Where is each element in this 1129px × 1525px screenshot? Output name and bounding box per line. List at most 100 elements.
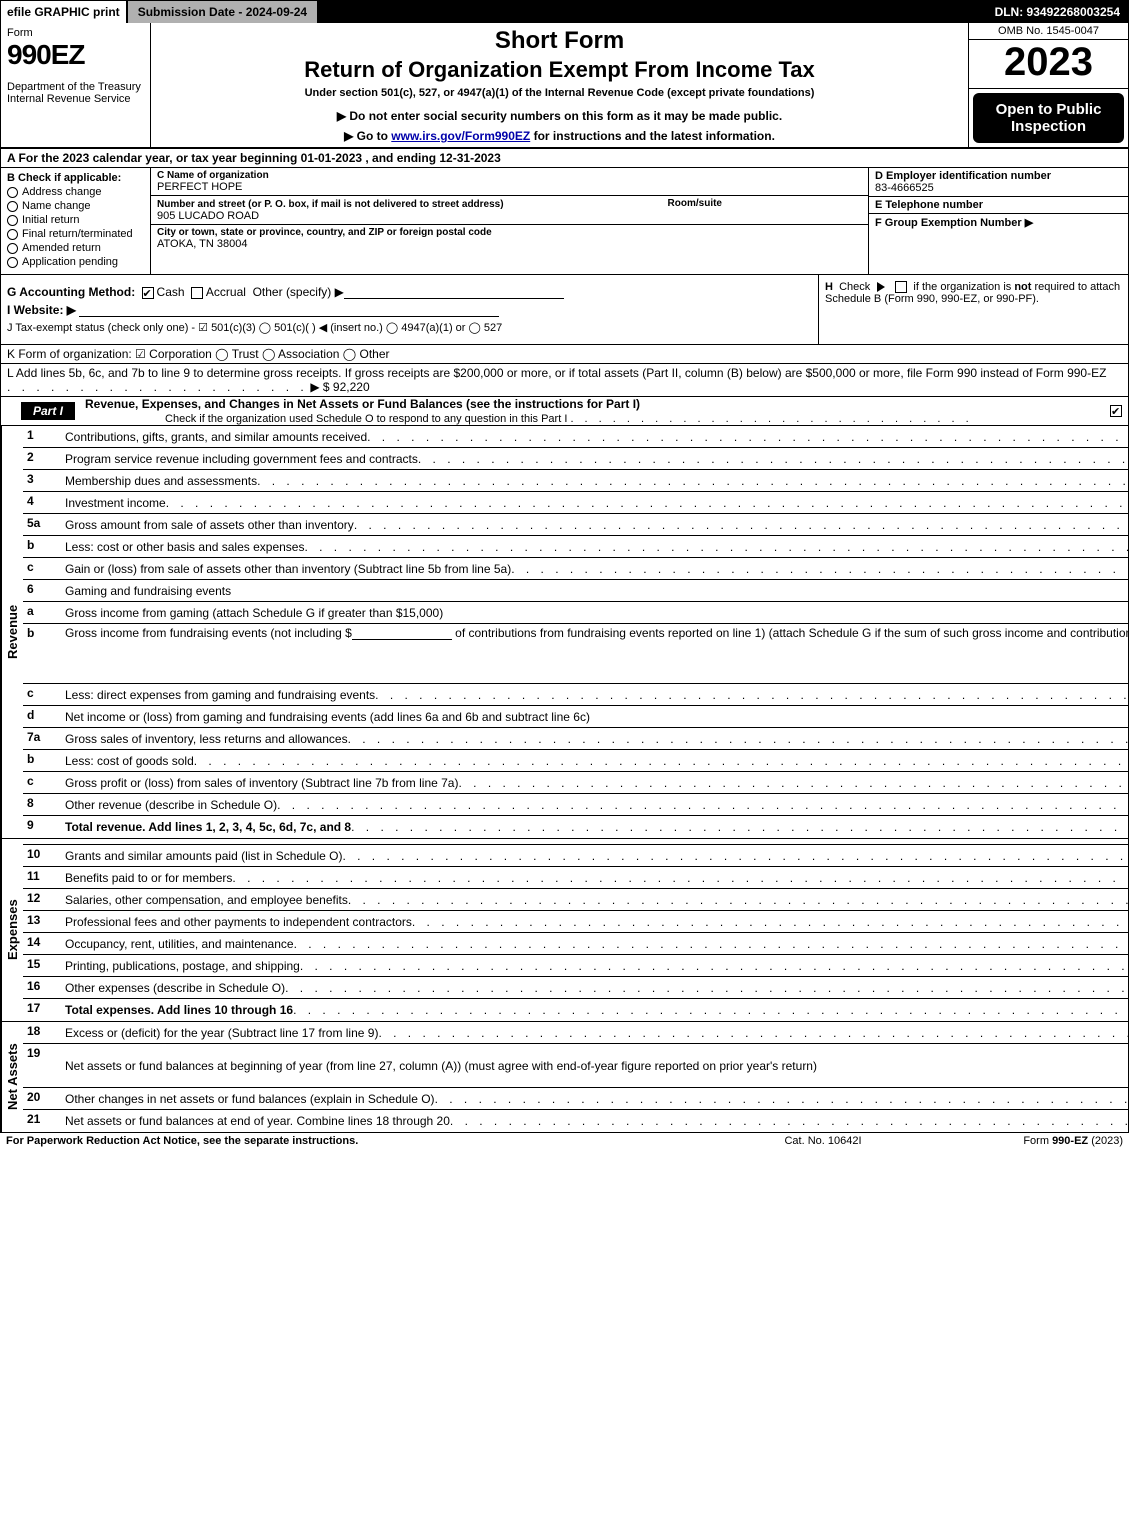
submission-date: Submission Date - 2024-09-24: [128, 1, 319, 23]
triangle-icon: [877, 282, 885, 292]
line-6c-desc: Less: direct expenses from gaming and fu…: [65, 688, 375, 702]
line-5b-desc: Less: cost or other basis and sales expe…: [65, 540, 304, 554]
line-l-gross-receipts: L Add lines 5b, 6c, and 7b to line 9 to …: [1, 364, 1128, 397]
accounting-other-input[interactable]: [344, 287, 564, 299]
org-name: PERFECT HOPE: [157, 181, 862, 193]
instructions-link-line: ▶ Go to www.irs.gov/Form990EZ for instru…: [159, 129, 960, 143]
open-to-public-badge: Open to Public Inspection: [973, 93, 1124, 143]
column-b-checkboxes: B Check if applicable: Address change Na…: [1, 168, 151, 274]
revenue-side-label: Revenue: [1, 426, 23, 838]
header-left: Form 990EZ Department of the Treasury In…: [1, 23, 151, 147]
part-1-tab: Part I: [21, 402, 75, 420]
chk-schedule-b[interactable]: [895, 281, 907, 293]
irs-link[interactable]: www.irs.gov/Form990EZ: [391, 129, 530, 143]
line-14-desc: Occupancy, rent, utilities, and maintena…: [65, 937, 294, 951]
line-5a-desc: Gross amount from sale of assets other t…: [65, 518, 354, 532]
line-16-desc: Other expenses (describe in Schedule O): [65, 981, 285, 995]
chk-initial-return[interactable]: Initial return: [7, 214, 144, 226]
header-right: OMB No. 1545-0047 2023 Open to Public In…: [968, 23, 1128, 147]
ein-label: D Employer identification number: [875, 170, 1051, 182]
line-6d-desc: Net income or (loss) from gaming and fun…: [65, 710, 590, 724]
line-j-tax-exempt: J Tax-exempt status (check only one) - ☑…: [7, 321, 812, 334]
chk-cash[interactable]: [142, 287, 154, 299]
ssn-warning: ▶ Do not enter social security numbers o…: [159, 109, 960, 123]
line-12-desc: Salaries, other compensation, and employ…: [65, 893, 348, 907]
footer-left: For Paperwork Reduction Act Notice, see …: [6, 1135, 723, 1147]
line-1-desc: Contributions, gifts, grants, and simila…: [65, 430, 367, 444]
note2-post: for instructions and the latest informat…: [530, 129, 775, 143]
form-subtitle: Under section 501(c), 527, or 4947(a)(1)…: [159, 87, 960, 99]
column-c-org-info: C Name of organization PERFECT HOPE Numb…: [151, 168, 868, 274]
website-input[interactable]: [79, 305, 499, 317]
info-block: B Check if applicable: Address change Na…: [1, 168, 1128, 275]
chk-name-change[interactable]: Name change: [7, 200, 144, 212]
line-13-desc: Professional fees and other payments to …: [65, 915, 412, 929]
line-19-desc: Net assets or fund balances at beginning…: [65, 1059, 817, 1073]
chk-accrual[interactable]: [191, 287, 203, 299]
org-name-label: C Name of organization: [157, 170, 862, 181]
tax-year: 2023: [969, 40, 1128, 89]
line-5c-desc: Gain or (loss) from sale of assets other…: [65, 562, 511, 576]
form-word: Form: [7, 27, 144, 39]
expenses-side-label: Expenses: [1, 839, 23, 1021]
line-3-desc: Membership dues and assessments: [65, 474, 257, 488]
line-4-desc: Investment income: [65, 496, 166, 510]
department-label: Department of the Treasury Internal Reve…: [7, 81, 144, 105]
page-footer: For Paperwork Reduction Act Notice, see …: [0, 1133, 1129, 1149]
chk-amended-return[interactable]: Amended return: [7, 242, 144, 254]
column-def: D Employer identification number 83-4666…: [868, 168, 1128, 274]
short-form-title: Short Form: [159, 27, 960, 55]
chk-schedule-o-part1[interactable]: [1110, 405, 1122, 417]
footer-right: Form 990-EZ (2023): [923, 1135, 1123, 1147]
line-6b-desc-2: of contributions from fundraising events…: [455, 626, 1129, 640]
part-1-header: Part I Revenue, Expenses, and Changes in…: [1, 397, 1128, 426]
top-bar: efile GRAPHIC print Submission Date - 20…: [1, 1, 1128, 23]
line-6a-desc: Gross income from gaming (attach Schedul…: [65, 606, 443, 620]
line-7b-desc: Less: cost of goods sold: [65, 754, 194, 768]
form-990ez-page: efile GRAPHIC print Submission Date - 20…: [0, 0, 1129, 1133]
addr-label: Number and street (or P. O. box, if mail…: [157, 199, 504, 210]
dln-number: DLN: 93492268003254: [987, 1, 1128, 23]
line-10-desc: Grants and similar amounts paid (list in…: [65, 849, 342, 863]
netassets-side-label: Net Assets: [1, 1022, 23, 1132]
form-number: 990EZ: [7, 39, 144, 71]
line-7a-desc: Gross sales of inventory, less returns a…: [65, 732, 348, 746]
revenue-section: Revenue 1Contributions, gifts, grants, a…: [1, 426, 1128, 839]
line-6b-desc-1: Gross income from fundraising events (no…: [65, 626, 352, 640]
form-title: Return of Organization Exempt From Incom…: [159, 57, 960, 83]
line-a-tax-year: A For the 2023 calendar year, or tax yea…: [1, 149, 1128, 168]
line-21-desc: Net assets or fund balances at end of ye…: [65, 1114, 450, 1128]
omb-number: OMB No. 1545-0047: [969, 23, 1128, 40]
chk-application-pending[interactable]: Application pending: [7, 256, 144, 268]
footer-center: Cat. No. 10642I: [723, 1135, 923, 1147]
efile-print-label[interactable]: efile GRAPHIC print: [1, 1, 128, 23]
group-exemption-label: F Group Exemption Number ▶: [875, 217, 1033, 229]
gross-receipts-amount: $ 92,220: [323, 380, 370, 394]
line-17-desc: Total expenses. Add lines 10 through 16: [65, 1003, 293, 1017]
line-6-desc: Gaming and fundraising events: [65, 584, 231, 598]
expenses-section: Expenses 10Grants and similar amounts pa…: [1, 839, 1128, 1022]
chk-final-return[interactable]: Final return/terminated: [7, 228, 144, 240]
note2-pre: ▶ Go to: [344, 129, 391, 143]
ein-value: 83-4666525: [875, 182, 934, 194]
form-header: Form 990EZ Department of the Treasury In…: [1, 23, 1128, 149]
line-h-schedule-b: H Check if the organization is not requi…: [818, 275, 1128, 344]
net-assets-section: Net Assets 18Excess or (deficit) for the…: [1, 1022, 1128, 1132]
line-i-website: I Website: ▶: [7, 303, 812, 317]
line-9-desc: Total revenue. Add lines 1, 2, 3, 4, 5c,…: [65, 820, 351, 834]
line-20-desc: Other changes in net assets or fund bala…: [65, 1092, 435, 1106]
room-suite-label: Room/suite: [668, 198, 722, 209]
chk-address-change[interactable]: Address change: [7, 186, 144, 198]
line-18-desc: Excess or (deficit) for the year (Subtra…: [65, 1026, 378, 1040]
part-1-title: Revenue, Expenses, and Changes in Net As…: [75, 397, 640, 411]
city-state-zip: ATOKA, TN 38004: [157, 238, 862, 250]
header-center: Short Form Return of Organization Exempt…: [151, 23, 968, 147]
line-2-desc: Program service revenue including govern…: [65, 452, 418, 466]
part-1-subtitle: Check if the organization used Schedule …: [75, 413, 970, 425]
street-address: 905 LUCADO ROAD: [157, 210, 862, 222]
col-b-header: B Check if applicable:: [7, 172, 144, 184]
line-11-desc: Benefits paid to or for members: [65, 871, 232, 885]
line-k-form-of-org: K Form of organization: ☑ Corporation ◯ …: [1, 345, 1128, 364]
phone-label: E Telephone number: [875, 199, 983, 211]
line-7c-desc: Gross profit or (loss) from sales of inv…: [65, 776, 458, 790]
